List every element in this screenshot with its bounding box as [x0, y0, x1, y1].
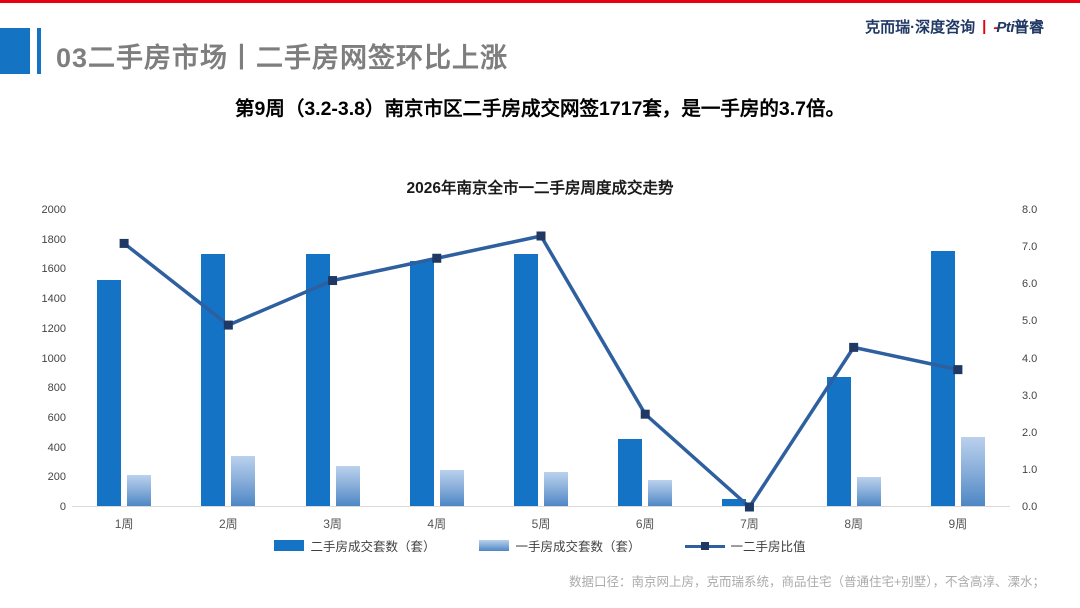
legend-label: 二手房成交套数（套） — [310, 540, 436, 554]
right-axis-tick: 2.0 — [1022, 426, 1038, 439]
right-axis-tick: 4.0 — [1022, 352, 1038, 365]
x-axis-label: 4周 — [427, 517, 447, 531]
line-marker-week4 — [432, 253, 442, 263]
chart-legend: 二手房成交套数（套） 一手房成交套数（套） 一二手房比值 — [0, 536, 1080, 555]
legend-bar-swatch — [479, 540, 510, 551]
x-axis-label: 1周 — [114, 517, 134, 531]
left-axis-tick: 0 — [59, 501, 66, 513]
right-axis-tick: 8.0 — [1022, 204, 1038, 216]
line-marker-week2 — [223, 320, 233, 330]
legend-item-1: 二手房成交套数（套） — [274, 536, 435, 555]
left-axis-tick: 800 — [47, 382, 66, 395]
brand-logo-text: Pti — [996, 19, 1014, 36]
bar-secondhand-week7 — [722, 498, 747, 506]
left-axis-tick: 200 — [47, 471, 66, 484]
chart-title: 2026年南京全市一二手房周度成交走势 — [406, 180, 674, 197]
combo-chart: 2026年南京全市一二手房周度成交走势 2000 1800 1600 1400 1200… — [0, 170, 1080, 570]
legend-line-swatch — [684, 540, 725, 552]
bar-firsthand-week8 — [856, 477, 881, 506]
x-axis-label: 5周 — [531, 517, 551, 531]
x-axis-label: 7周 — [740, 517, 759, 531]
bar-firsthand-week6 — [648, 480, 673, 506]
plot-area — [72, 210, 1010, 507]
x-axis-label: 8周 — [844, 517, 863, 531]
bar-firsthand-week2 — [231, 455, 256, 506]
left-axis-tick: 2000 — [41, 204, 66, 216]
brand-logo-accent: - — [993, 19, 999, 36]
legend-label: 一二手房比值 — [730, 540, 806, 554]
legend-item-3: 一二手房比值 — [684, 536, 806, 555]
line-marker-week6 — [640, 409, 650, 419]
legend-bar-swatch — [274, 540, 305, 551]
x-axis-label: 2周 — [218, 517, 238, 531]
line-marker-week7 — [744, 502, 754, 512]
header-accent-bar-thick — [0, 28, 30, 74]
right-axis-tick: 0.0 — [1022, 501, 1038, 513]
left-axis-tick: 1200 — [41, 322, 66, 335]
brand-name-left: 克而瑞·深度咨询 — [865, 19, 976, 36]
bar-firsthand-week9 — [960, 437, 985, 506]
bar-secondhand-week8 — [826, 376, 851, 506]
right-axis-tick: 6.0 — [1022, 278, 1038, 291]
x-axis-label: 6周 — [635, 517, 655, 531]
left-axis-tick: 1600 — [41, 263, 66, 276]
legend-label: 一手房成交套数（套） — [515, 540, 641, 554]
bar-firsthand-week4 — [439, 469, 464, 506]
ratio-trend-line — [119, 231, 963, 512]
header-accent-bar-thin — [37, 28, 41, 74]
line-marker-week5 — [536, 231, 546, 241]
line-marker-week8 — [849, 342, 859, 352]
data-source-note: 数据口径：南京网上房，克而瑞系统，商品住宅（普通住宅+别墅），不含高淳、溧水； — [568, 575, 1045, 589]
right-axis-tick: 3.0 — [1022, 389, 1038, 402]
page-title: 03二手房市场丨二手房网签环比上涨 — [56, 43, 509, 73]
line-marker-week9 — [953, 365, 963, 375]
left-axis-tick: 1400 — [41, 293, 66, 306]
bar-secondhand-week1 — [97, 280, 122, 506]
right-axis-tick: 5.0 — [1022, 315, 1038, 328]
bar-secondhand-week4 — [409, 260, 434, 506]
legend-item-2: 一手房成交套数（套） — [479, 536, 641, 555]
key-finding-subtitle: 第9周（3.2-3.8）南京市区二手房成交网签1717套，是一手房的3.7倍。 — [234, 98, 846, 120]
brand-wordmark: -Pti普睿 — [993, 16, 1044, 37]
bar-secondhand-week6 — [618, 439, 643, 506]
bar-firsthand-week5 — [544, 471, 568, 506]
x-axis-label: 3周 — [323, 517, 342, 531]
bar-secondhand-week3 — [305, 253, 330, 506]
bar-secondhand-week2 — [201, 253, 226, 506]
left-axis-tick: 400 — [47, 441, 66, 454]
bar-secondhand-week9 — [930, 251, 955, 506]
top-red-divider — [0, 0, 1080, 3]
left-axis-tick: 1000 — [41, 352, 66, 365]
left-axis-tick: 600 — [47, 411, 66, 424]
bar-firsthand-week1 — [127, 474, 152, 506]
brand-separator: | — [982, 18, 987, 35]
brand-name-right: 普睿 — [1013, 19, 1044, 36]
line-marker-week3 — [328, 276, 338, 286]
left-axis-tick: 1800 — [41, 233, 66, 246]
x-axis-label: 9周 — [948, 517, 968, 531]
right-axis-tick: 7.0 — [1022, 241, 1038, 254]
bar-firsthand-week3 — [335, 465, 360, 506]
line-marker-week1 — [119, 238, 129, 248]
bar-secondhand-week5 — [514, 253, 538, 506]
brand-logo: 克而瑞·深度咨询 | -Pti普睿 — [865, 16, 1044, 37]
right-axis-tick: 1.0 — [1022, 463, 1038, 476]
